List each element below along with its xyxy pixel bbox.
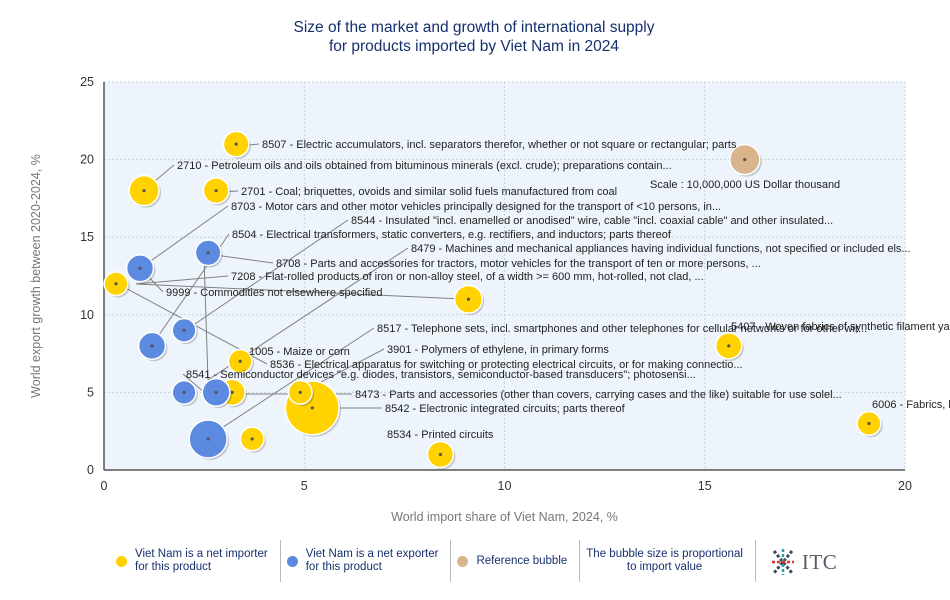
axes: 0 5 10 15 20 0 5 10 15 20 25 [80,75,912,493]
bubble-center-dot [138,266,142,270]
chart-title-line-1: Size of the market and growth of interna… [293,19,655,36]
reference-dot-icon [457,555,469,567]
legend-item-reference: Reference bubble [451,540,581,582]
point-label: 8708 - Parts and accessories for tractor… [276,258,761,270]
size-note-line-1: The bubble size is proportional [586,548,743,560]
point-label: 8544 - Insulated "incl. enamelled or ano… [351,215,833,227]
legend-importer-line-1: Viet Nam is a net importer [135,548,268,560]
legend-size-note: The bubble size is proportional to impor… [580,540,756,582]
legend-importer-label: Viet Nam is a net importer for this prod… [135,548,268,574]
leader-line [185,219,349,331]
point-label: 8541 - Semiconductor devices "e.g. diode… [186,369,696,381]
bubble-center-dot [727,344,731,348]
leader-line [203,260,209,381]
reference-label: Scale : 10,000,000 US Dollar thousand [650,179,840,191]
chart-title: Size of the market and growth of interna… [200,18,748,56]
x-axis-label: World import share of Viet Nam, 2024, % [391,510,618,524]
legend-reference-label: Reference bubble [476,554,568,567]
legend-importer-line-2: for this product [135,561,212,573]
point-label: 9999 - Commodities not elsewhere specifi… [166,287,382,299]
y-tick-label: 10 [80,308,94,322]
point-label: 8473 - Parts and accessories (other than… [355,389,842,401]
x-tick-label: 15 [698,479,712,493]
bubble-center-dot [214,189,218,193]
y-tick-label: 5 [87,385,94,399]
bubble-center-dot [114,282,118,286]
bubble-center-dot [182,390,186,394]
leader-line [135,283,469,300]
point-label: 3901 - Polymers of ethylene, in primary … [387,344,609,356]
bubble-center-dot [250,437,254,441]
point-label: 6006 - Fabrics, knitted or crocheted [872,399,950,411]
bubble-center-dot [230,390,234,394]
bubble-center-dot [182,328,186,332]
x-tick-label: 20 [898,479,912,493]
y-tick-label: 15 [80,230,94,244]
y-tick-label: 20 [80,153,94,167]
point-label: 1005 - Maize or corn [249,346,350,358]
legend-exporter-line-2: for this product [305,561,382,573]
bubble-center-dot [438,452,443,457]
point-label: 8517 - Telephone sets, incl. smartphones… [377,323,867,335]
leader-line [137,205,229,271]
importer-dot-icon [116,555,127,567]
size-note-text: The bubble size is proportional to impor… [586,548,743,574]
point-label: 8479 - Machines and mechanical appliance… [411,243,911,255]
bubble-center-dot [298,390,302,394]
x-tick-label: 10 [498,479,512,493]
point-label: 2710 - Petroleum oils and oils obtained … [177,160,672,172]
bubbles [103,130,883,470]
bubble-center-dot [238,359,242,363]
exporter-dot-icon [286,555,298,567]
bubble-center-dot [150,344,154,348]
chart-title-line-2: for products imported by Viet Nam in 202… [328,38,620,55]
itc-logo-text: ITC [801,549,838,574]
bubble-center-dot [867,421,871,426]
point-label: 7208 - Flat-rolled products of iron or n… [231,271,704,283]
itc-mark-icon [771,549,794,575]
bubble-chart: 0 5 10 15 20 0 5 10 15 20 25 Scale : 10,000,000 US… [29,75,950,524]
leader-line [207,327,375,438]
bubble-center-dot [743,158,747,162]
bubble-center-dot [206,437,210,441]
legend-item-importer: Viet Nam is a net importer for this prod… [110,540,281,582]
legend: Viet Nam is a net importer for this prod… [110,540,837,584]
point-label: 2701 - Coal; briquettes, ovoids and simi… [241,186,617,198]
point-label: 8534 - Printed circuits [387,429,494,441]
y-tick-label: 0 [87,463,94,477]
point-label: 8542 - Electronic integrated circuits; p… [385,403,626,415]
point-label: 5407 - Woven fabrics of synthetic filame… [731,321,950,333]
point-labels: Scale : 10,000,000 US Dollar thousand 854… [166,139,950,441]
bubble-center-dot [214,390,218,394]
point-label: 8504 - Electrical transformers, static c… [232,229,672,241]
x-tick-label: 5 [301,479,308,493]
bubble-center-dot [206,251,210,255]
bubble-center-dot [234,142,238,146]
y-tick-label: 25 [80,75,94,89]
leader-line [135,275,229,285]
point-label: 8507 - Electric accumulators, incl. sepa… [262,139,737,151]
x-tick-label: 0 [101,479,108,493]
bubble-center-dot [310,406,314,410]
size-note-line-2: to import value [626,561,703,573]
bubble-center-dot [142,189,146,193]
legend-item-exporter: Viet Nam is a net exporter for this prod… [281,540,452,582]
point-label: 8703 - Motor cars and other motor vehicl… [231,201,721,213]
y-axis-label: World export growth between 2020-2024, % [29,154,43,398]
legend-exporter-line-1: Viet Nam is a net exporter [305,548,439,560]
bubble-center-dot [466,297,471,301]
legend-exporter-label: Viet Nam is a net exporter for this prod… [306,548,439,574]
itc-logo: ITC [756,540,837,584]
point-label: 8536 - Electrical apparatus for switchin… [270,359,743,371]
